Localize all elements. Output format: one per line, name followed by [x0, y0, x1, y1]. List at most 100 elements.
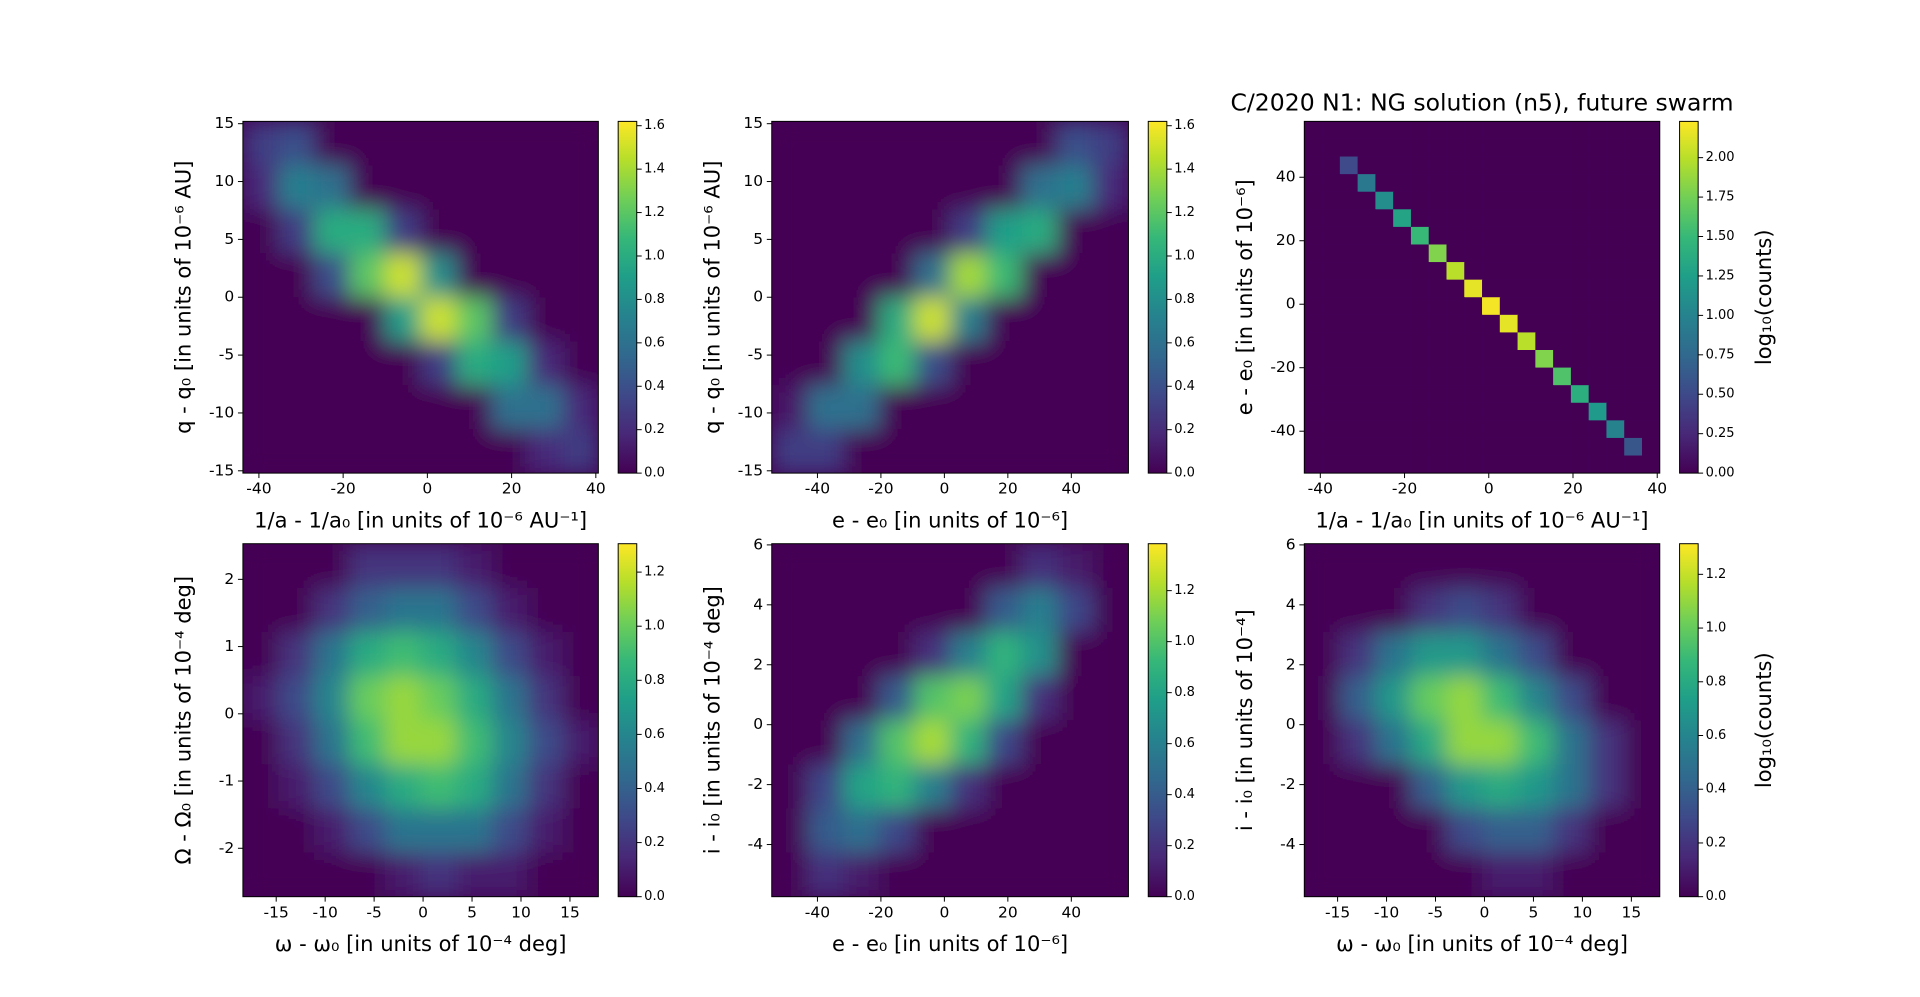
y-tick-label: 20 — [1276, 231, 1296, 249]
hex-cell — [1339, 138, 1359, 158]
hex-cell — [1446, 808, 1483, 854]
colorbar-tick-label: 0.6 — [644, 727, 665, 742]
hex-cell — [1428, 138, 1448, 158]
hex-cell — [1606, 156, 1625, 175]
hex-cell — [278, 165, 315, 211]
y-tick-label: -4 — [748, 835, 763, 853]
hex-cell — [1641, 350, 1660, 369]
hex-cell — [1588, 332, 1608, 351]
hex-cell — [1553, 209, 1572, 228]
hex-cell — [1624, 174, 1643, 193]
colorbar-tick-label: 0.2 — [1706, 835, 1727, 850]
hex-cell — [914, 808, 951, 854]
hex-cell — [385, 808, 422, 854]
y-tick-label: 10 — [743, 172, 763, 190]
hex-cell — [1322, 420, 1341, 439]
hex-cell — [491, 808, 529, 854]
hex-cell — [1304, 297, 1323, 316]
hex-cell — [1499, 455, 1519, 474]
hex-cell — [1624, 676, 1660, 721]
hex-cell — [1570, 121, 1590, 140]
cells — [242, 121, 599, 474]
hex-cell — [1357, 191, 1377, 211]
hex-cell — [1339, 402, 1359, 422]
colorbar-tick-label: 0.0 — [1174, 889, 1195, 904]
hex-cell — [1339, 808, 1377, 854]
hex-cell — [1482, 350, 1501, 369]
hex-cell — [1588, 420, 1608, 439]
hex-cell — [491, 587, 529, 633]
hex-cell — [1606, 314, 1625, 334]
hex-cell — [1624, 720, 1660, 766]
hex-cell — [1021, 209, 1058, 255]
colorbar-tick-label: 0.4 — [644, 379, 665, 394]
hex-cell — [1535, 209, 1554, 228]
hex-cell — [771, 852, 809, 897]
hex-cell — [1393, 420, 1412, 439]
hex-cell — [527, 385, 564, 430]
hex-cell — [349, 121, 386, 167]
hex-cell — [313, 209, 351, 255]
hex-cell — [1606, 420, 1625, 439]
hex-cell — [1092, 165, 1129, 211]
hex-cell — [1553, 402, 1572, 422]
hex-cell — [242, 543, 280, 589]
hex-cell — [313, 852, 351, 897]
hex-cell — [1535, 314, 1554, 334]
hex-cell — [807, 764, 844, 810]
hex-cell — [1357, 244, 1377, 263]
y-tick-label: 40 — [1276, 168, 1296, 186]
hex-cell — [1570, 226, 1590, 246]
y-tick-label: 2 — [753, 655, 763, 673]
hex-cell — [1641, 244, 1660, 263]
hex-cell — [1624, 455, 1643, 474]
hex-cell — [807, 720, 844, 766]
hex-cell — [1570, 209, 1590, 228]
hex-cell — [1339, 279, 1359, 298]
y-tick-label: -10 — [738, 403, 763, 421]
hex-cell — [1410, 808, 1448, 854]
hex-cell — [313, 631, 351, 677]
colorbar-tick-label: 0.4 — [1174, 787, 1195, 802]
hex-cell — [1322, 244, 1341, 263]
x-tick-label: 15 — [560, 903, 580, 921]
hex-cell — [771, 209, 809, 255]
hex-cell — [1322, 191, 1341, 211]
hex-cell — [456, 631, 493, 677]
colorbar-label: log₁₀(counts) — [1751, 652, 1776, 788]
hex-cell — [1304, 209, 1323, 228]
y-tick-label: -4 — [1280, 835, 1295, 853]
hex-cell — [1641, 437, 1660, 457]
hex-cell — [878, 209, 916, 255]
hex-cell — [456, 209, 493, 255]
hex-cell — [1446, 332, 1466, 351]
hex-cell — [1322, 455, 1341, 474]
plot-frame — [771, 543, 1129, 898]
hex-cell — [1357, 279, 1377, 298]
hex-cell — [1375, 332, 1394, 351]
hex-cell — [1517, 631, 1554, 677]
x-tick-label: -10 — [313, 903, 338, 921]
hex-cell — [1641, 402, 1660, 422]
colorbar-label: log₁₀(counts) — [1751, 229, 1776, 365]
hex-cell — [914, 165, 951, 211]
hex-cell — [1357, 455, 1377, 474]
hex-cell — [1517, 402, 1537, 422]
hex-cell — [1357, 437, 1377, 457]
hex-cell — [985, 385, 1023, 430]
hex-cell — [1570, 402, 1590, 422]
hex-cell — [1339, 676, 1377, 721]
hex-cell — [1393, 226, 1412, 246]
x-tick-label: 40 — [586, 480, 606, 498]
hex-cell — [1393, 244, 1412, 263]
hex-cell — [1464, 191, 1483, 211]
hex-cell — [1499, 402, 1519, 422]
hex-cell — [242, 429, 280, 474]
hex-cell — [1446, 314, 1466, 334]
hex-cell — [313, 297, 351, 342]
hex-cell — [878, 808, 916, 854]
hex-cell — [1517, 437, 1537, 457]
hex-cell — [1092, 121, 1129, 167]
hex-cell — [1410, 720, 1448, 766]
